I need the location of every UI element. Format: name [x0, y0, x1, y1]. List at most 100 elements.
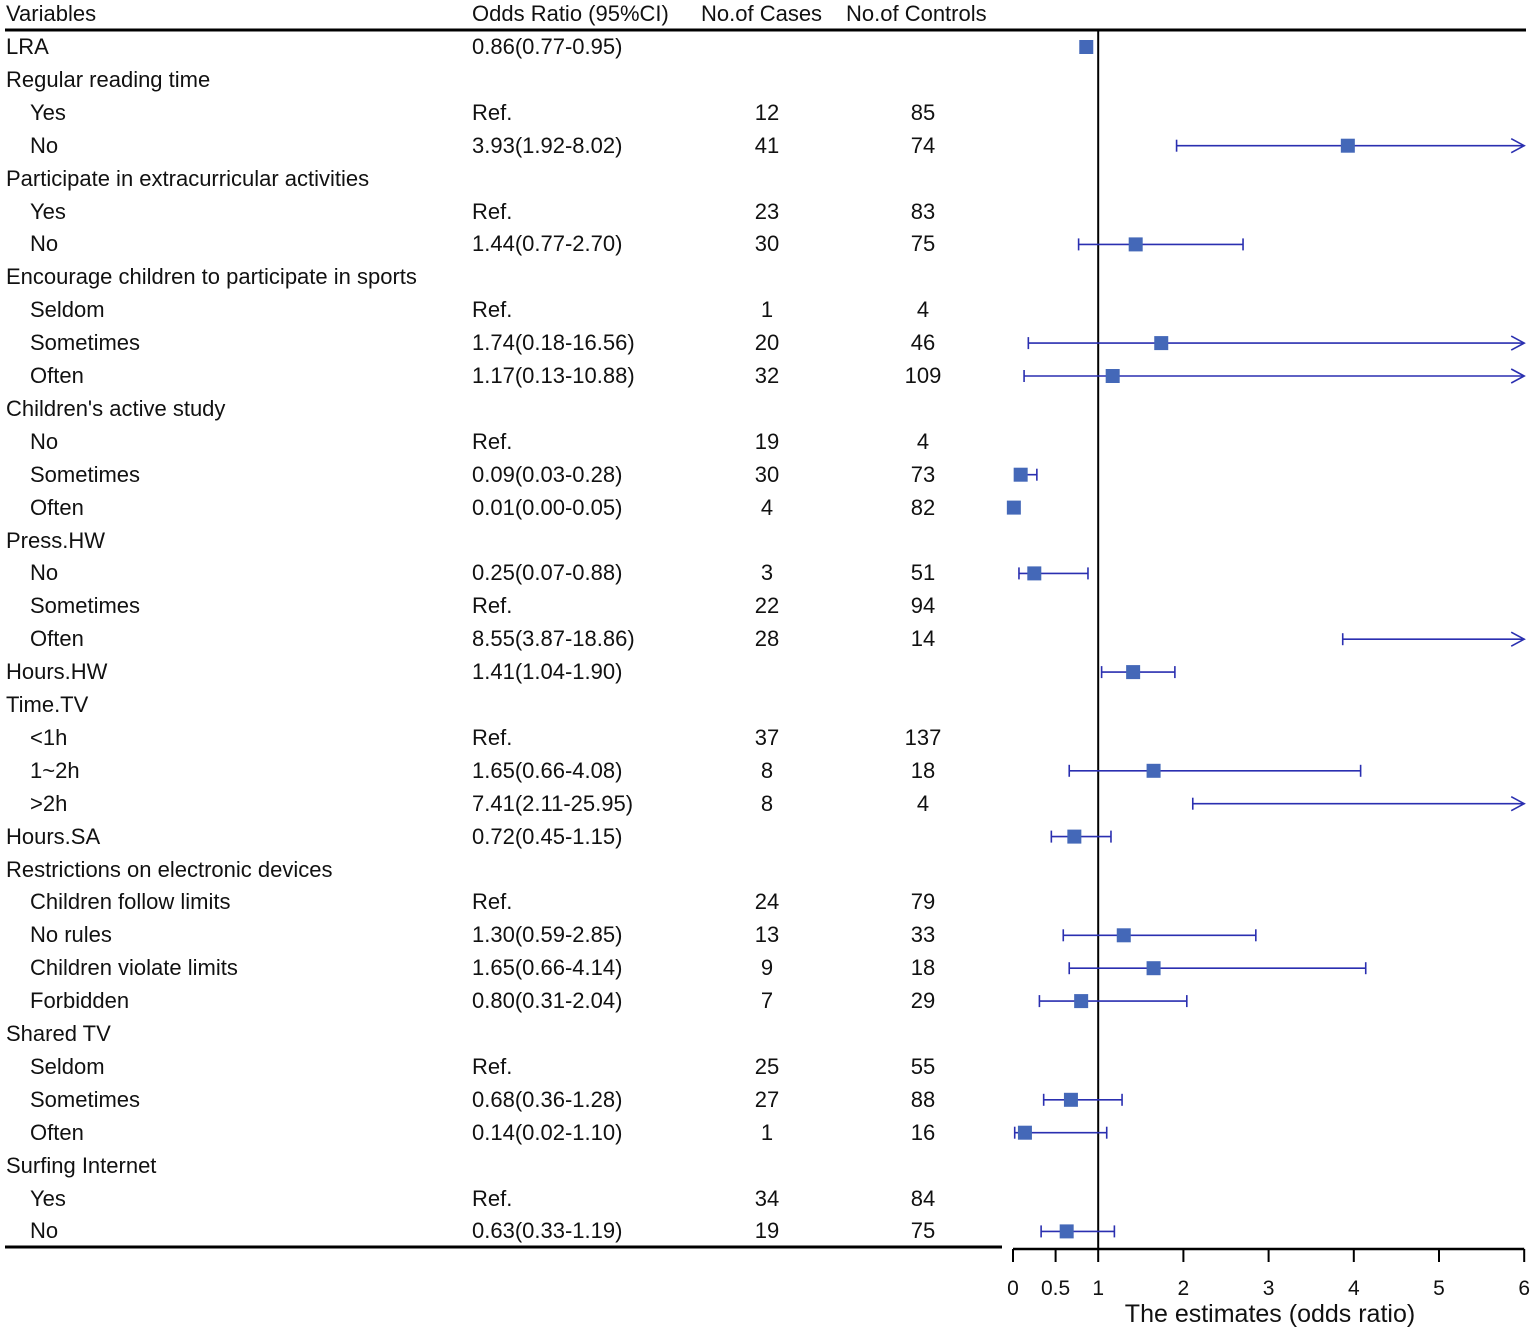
controls-count: 33	[910, 922, 936, 948]
point-estimate-marker	[1154, 336, 1169, 351]
table-row: Seldom Ref. 25 55	[0, 1052, 1000, 1082]
cases-count: 27	[754, 1086, 780, 1112]
controls-count: 18	[910, 757, 936, 783]
point-estimate-marker	[1063, 1092, 1078, 1107]
variable-label: No rules	[30, 922, 112, 948]
variable-label: No	[30, 560, 59, 586]
variable-label: Time.TV	[6, 692, 89, 717]
odds-ratio-text: 0.14(0.02-1.10)	[472, 1119, 623, 1145]
controls-count: 75	[910, 231, 936, 257]
header-variables: Variables	[6, 1, 97, 26]
variable-label: Restrictions on electronic devices	[6, 856, 333, 882]
table-row: No 0.25(0.07-0.88) 3 51	[0, 558, 1000, 588]
variable-label: Often	[30, 626, 84, 652]
table-row: Hours.SA 0.72(0.45-1.15)	[0, 822, 1000, 852]
odds-ratio-text: 0.01(0.00-0.05)	[472, 494, 623, 520]
x-tick-label: 3	[1263, 1277, 1275, 1300]
controls-count: 55	[910, 1053, 936, 1079]
variable-label: No	[30, 231, 59, 257]
x-tick-label: 0	[1007, 1277, 1019, 1300]
variable-label: Press.HW	[6, 527, 105, 553]
variable-label: Sometimes	[30, 330, 141, 356]
controls-count: 16	[910, 1119, 936, 1145]
table-row: Children's active study	[0, 394, 1000, 424]
variable-label: Often	[30, 494, 84, 520]
odds-ratio-text: Ref.	[472, 198, 513, 224]
table-row: No 1.44(0.77-2.70) 30 75	[0, 229, 1000, 259]
table-row: No 3.93(1.92-8.02) 41 74	[0, 131, 1000, 161]
table-row: LRA 0.86(0.77-0.95)	[0, 32, 1000, 62]
table-row: 1~2h 1.65(0.66-4.08) 8 18	[0, 756, 1000, 786]
controls-count: 73	[910, 461, 936, 487]
table-row: Forbidden 0.80(0.31-2.04) 7 29	[0, 986, 1000, 1016]
odds-ratio-text: Ref.	[472, 889, 513, 915]
table-row: Hours.HW 1.41(1.04-1.90)	[0, 657, 1000, 687]
controls-count: 137	[904, 724, 942, 750]
variable-label: 1~2h	[30, 757, 80, 783]
variable-label: Yes	[30, 198, 66, 224]
odds-ratio-text: 0.86(0.77-0.95)	[472, 34, 623, 59]
table-row: Often 0.14(0.02-1.10) 1 16	[0, 1118, 1000, 1148]
controls-count: 83	[910, 198, 936, 224]
x-tick-label: 0.5	[1041, 1277, 1070, 1300]
ci-arrow	[1510, 335, 1526, 351]
odds-ratio-text: Ref.	[472, 1185, 513, 1211]
table-row: Sometimes Ref. 22 94	[0, 591, 1000, 621]
cases-count: 19	[754, 428, 780, 454]
odds-ratio-text: 0.72(0.45-1.15)	[472, 823, 623, 849]
cases-count: 13	[754, 922, 780, 948]
point-estimate-marker	[1013, 467, 1028, 482]
cases-count: 1	[760, 1119, 774, 1145]
controls-count: 82	[910, 494, 936, 520]
odds-ratio-text: 1.30(0.59-2.85)	[472, 922, 623, 948]
odds-ratio-text: 7.41(2.11-25.95)	[472, 790, 634, 816]
variable-label: Encourage children to participate in spo…	[6, 264, 417, 290]
x-tick-label: 6	[1518, 1277, 1530, 1300]
cases-count: 9	[760, 955, 774, 981]
table-row: Often 8.55(3.87-18.86) 28 14	[0, 624, 1000, 654]
x-tick-label: 1	[1092, 1277, 1104, 1300]
variable-label: Regular reading time	[6, 66, 211, 92]
point-estimate-marker	[1074, 994, 1089, 1009]
cases-count: 28	[754, 626, 780, 652]
table-row: Children follow limits Ref. 24 79	[0, 887, 1000, 917]
odds-ratio-text: Ref.	[472, 593, 513, 619]
odds-ratio-text: 1.74(0.18-16.56)	[472, 330, 635, 356]
odds-ratio-text: 3.93(1.92-8.02)	[472, 132, 623, 158]
odds-ratio-text: 1.41(1.04-1.90)	[472, 659, 623, 685]
cases-count: 24	[754, 889, 780, 915]
table-row: No 0.63(0.33-1.19) 19 75	[0, 1216, 1000, 1246]
variable-label: Shared TV	[6, 1021, 111, 1046]
table-row: Sometimes 0.09(0.03-0.28) 30 73	[0, 460, 1000, 490]
point-estimate-marker	[1146, 763, 1161, 778]
table-row: Encourage children to participate in spo…	[0, 262, 1000, 292]
table-row: Children violate limits 1.65(0.66-4.14) 9 1…	[0, 953, 1000, 983]
odds-ratio-text: Ref.	[472, 724, 513, 750]
odds-ratio-text: 1.65(0.66-4.08)	[472, 757, 623, 783]
variable-label: Often	[30, 363, 84, 388]
point-estimate-marker	[1340, 138, 1355, 153]
odds-ratio-text: 0.63(0.33-1.19)	[472, 1218, 623, 1244]
variable-label: Hours.HW	[6, 659, 108, 685]
odds-ratio-text: 1.44(0.77-2.70)	[472, 231, 623, 257]
controls-count: 85	[910, 99, 936, 125]
table-row: Yes Ref. 23 83	[0, 197, 1000, 227]
controls-count: 46	[910, 330, 936, 356]
table-row: Shared TV	[0, 1019, 1000, 1049]
variable-label: No	[30, 132, 59, 158]
table-row: >2h 7.41(2.11-25.95) 8 4	[0, 789, 1000, 819]
table-row: Regular reading time	[0, 65, 1000, 95]
point-estimate-marker	[1079, 40, 1094, 54]
ci-arrow	[1510, 631, 1526, 647]
point-estimate-marker	[1017, 1125, 1032, 1140]
cases-count: 22	[754, 593, 780, 619]
variable-label: <1h	[30, 724, 68, 750]
odds-ratio-text: Ref.	[472, 99, 513, 125]
table-row: Press.HW	[0, 526, 1000, 556]
point-estimate-marker	[1059, 1224, 1074, 1239]
cases-count: 30	[754, 231, 780, 257]
odds-ratio-text: Ref.	[472, 297, 513, 323]
controls-count: 79	[910, 889, 936, 915]
table-row: Time.TV	[0, 690, 1000, 720]
